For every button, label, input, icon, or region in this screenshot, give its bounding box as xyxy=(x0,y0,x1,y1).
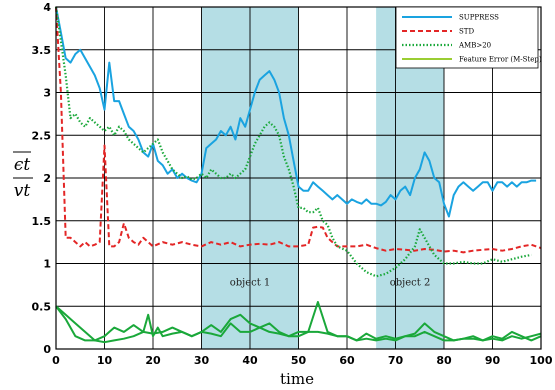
x-tick-label: 60 xyxy=(339,354,355,367)
x-tick-label: 70 xyxy=(388,354,404,367)
legend-label-3: AMB>20 xyxy=(458,42,491,50)
y-tick-label: 1.5 xyxy=(32,215,52,228)
y-axis-title: ϵt vt xyxy=(13,151,33,201)
region-label-1: object 1 xyxy=(230,277,271,288)
y-tick-label: 0.5 xyxy=(32,300,52,313)
x-tick-label: 0 xyxy=(52,354,60,367)
series-lines xyxy=(54,6,542,344)
y-tick-label: 1 xyxy=(43,258,51,271)
series-line-5 xyxy=(55,305,542,342)
y-axis-numerator: ϵt xyxy=(14,155,31,175)
series-line-3 xyxy=(54,6,532,278)
x-tick-label: 100 xyxy=(530,354,553,367)
y-tick-label: 2.5 xyxy=(32,129,52,142)
y-tick-label: 2 xyxy=(43,172,51,185)
plot-border xyxy=(55,6,542,350)
legend-label-2: STD xyxy=(459,28,474,36)
x-tick-label: 50 xyxy=(291,354,307,367)
plot-frame xyxy=(55,6,542,350)
x-tick-label: 20 xyxy=(145,354,161,367)
y-tick-label: 3.5 xyxy=(32,44,52,57)
x-tick-label: 10 xyxy=(97,354,113,367)
y-tick-label: 0 xyxy=(43,343,51,356)
y-tick-label: 3 xyxy=(43,87,51,100)
legend: SUPPRESS STD AMB>20 Feature Error (M-Step) xyxy=(395,6,542,69)
x-tick-label: 90 xyxy=(485,354,501,367)
series-line-2 xyxy=(55,6,542,254)
x-axis-title: time xyxy=(280,370,314,388)
series-line-1 xyxy=(55,6,537,218)
x-tick-label: 30 xyxy=(194,354,210,367)
x-tick-label: 80 xyxy=(436,354,452,367)
region-label-2: object 2 xyxy=(390,277,431,288)
y-axis-denominator: vt xyxy=(14,181,31,201)
legend-label-1: SUPPRESS xyxy=(459,14,499,22)
y-tick-label: 4 xyxy=(43,1,51,14)
x-tick-label: 40 xyxy=(242,354,258,367)
tick-labels: 0 10 20 30 40 50 60 70 80 90 100 0 0.5 1 1.5 2 2.5 3 3.5 4 xyxy=(32,1,553,367)
legend-label-4: Feature Error (M-Step) xyxy=(459,56,542,64)
region-labels: object 1 object 2 xyxy=(230,277,431,288)
